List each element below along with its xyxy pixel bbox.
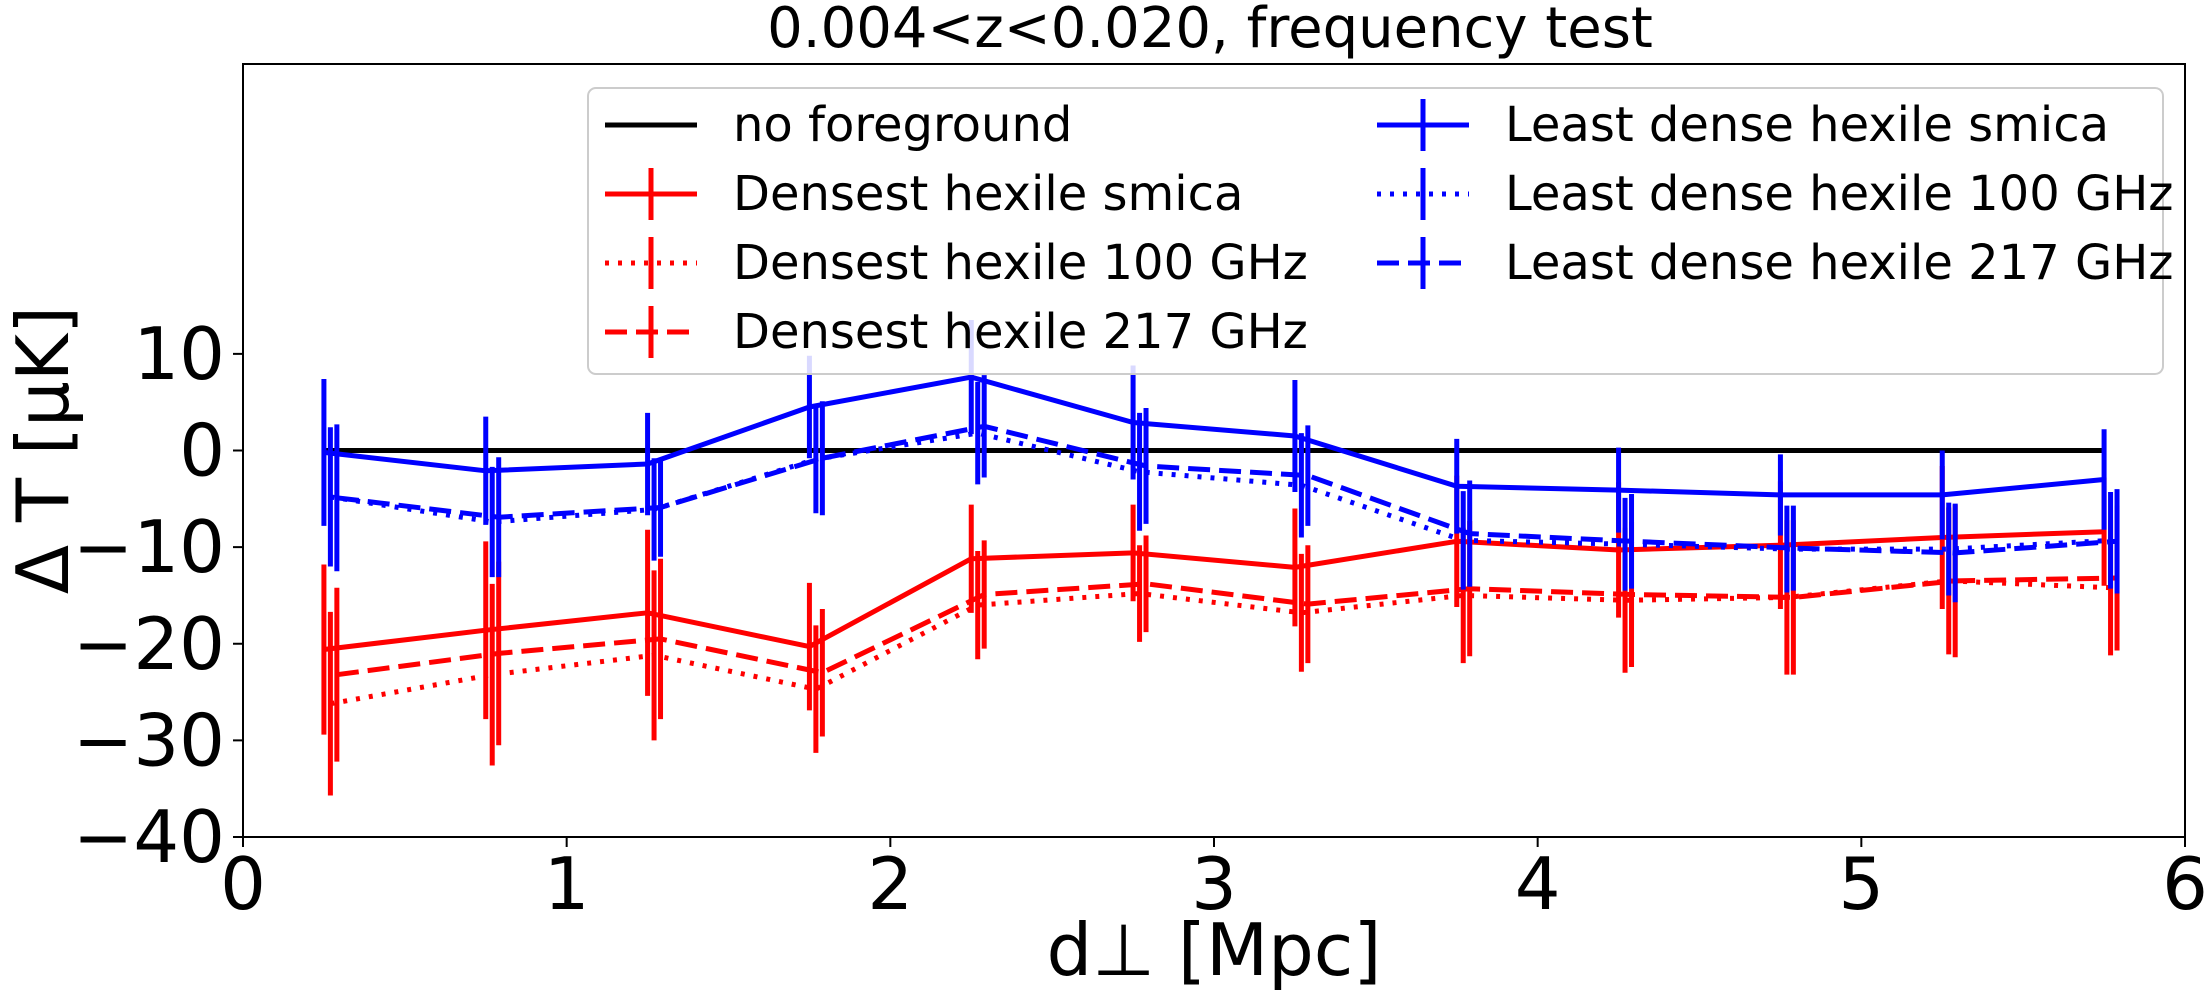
x-axis-label: d⊥ [Mpc] <box>1047 908 1382 992</box>
chart-title: 0.004<z<0.020, frequency test <box>767 0 1653 61</box>
series-line <box>323 374 2105 498</box>
axes: 0 1 2 3 4 5 6 −40 −30 −20 −10 0 10 <box>73 312 2208 926</box>
legend-label: Densest hexile 100 GHz <box>733 235 1308 291</box>
legend-label: no foreground <box>733 97 1072 153</box>
series-3 <box>321 320 2107 540</box>
y-tick-label: −20 <box>73 602 225 686</box>
y-tick-label: −40 <box>73 795 225 879</box>
x-tick-label: 6 <box>2162 842 2208 926</box>
legend-entry: Least dense hexile 217 GHz <box>1377 235 2173 291</box>
legend-entry: no foreground <box>605 97 1072 153</box>
x-tick-label: 5 <box>1838 842 1884 926</box>
series-line <box>336 423 2118 556</box>
series-line <box>323 529 2105 652</box>
x-tick-label: 0 <box>220 842 266 926</box>
legend-entry: Least dense hexile smica <box>1377 97 2109 153</box>
y-tick-label: 10 <box>133 312 225 396</box>
x-tick-label: 4 <box>1515 842 1561 926</box>
legend-label: Densest hexile 217 GHz <box>733 304 1308 360</box>
y-tick-label: 0 <box>179 409 225 493</box>
y-tick-label: −10 <box>73 505 225 589</box>
legend-entry: Least dense hexile 100 GHz <box>1377 166 2173 222</box>
legend-label: Densest hexile smica <box>733 166 1243 222</box>
y-axis-label: Δ T [μK] <box>1 306 85 594</box>
x-tick-label: 1 <box>544 842 590 926</box>
series-5 <box>334 375 2120 603</box>
legend-label: Least dense hexile smica <box>1505 97 2109 153</box>
legend-label: Least dense hexile 217 GHz <box>1505 235 2173 291</box>
y-tick-label: −30 <box>73 698 225 782</box>
series-line <box>336 575 2118 678</box>
legend-entry: Densest hexile smica <box>605 166 1243 222</box>
legend: no foreground Densest hexile smica Densest… <box>587 87 2173 375</box>
x-tick-label: 3 <box>1191 842 1237 926</box>
legend-entry: Densest hexile 217 GHz <box>605 304 1308 360</box>
legend-label: Least dense hexile 100 GHz <box>1505 166 2173 222</box>
plot-area <box>321 320 2120 796</box>
x-tick-label: 2 <box>867 842 913 926</box>
series-line <box>329 578 2111 707</box>
legend-box <box>587 87 2164 375</box>
legend-entry: Densest hexile 100 GHz <box>605 235 1308 291</box>
series-4 <box>327 381 2114 596</box>
